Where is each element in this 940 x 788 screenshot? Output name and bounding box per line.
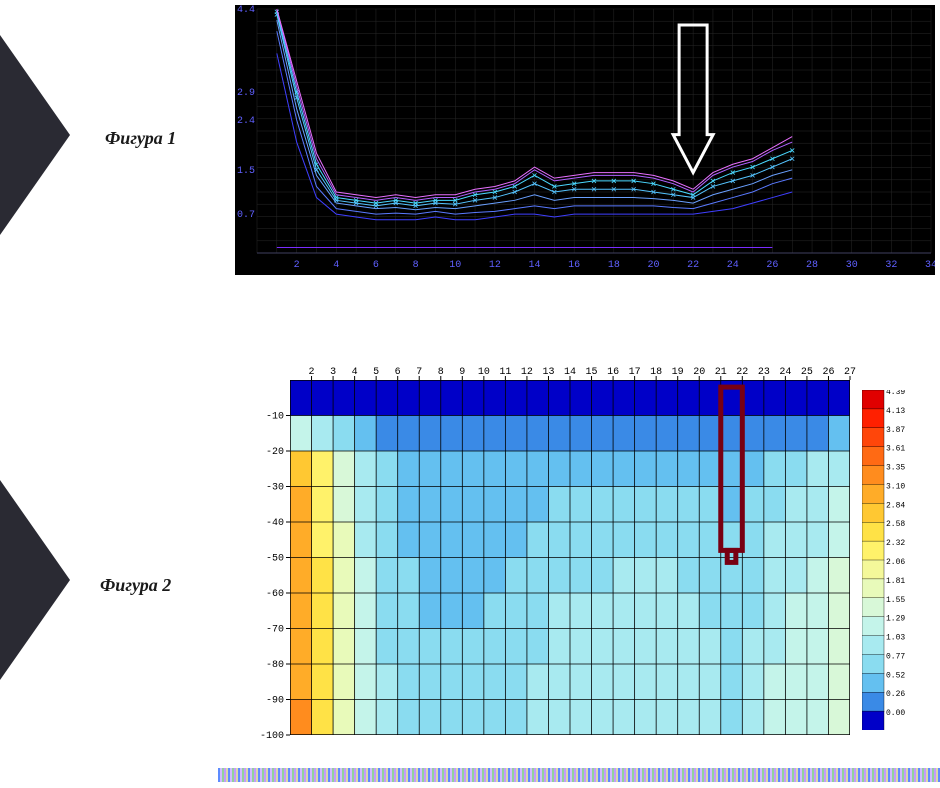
svg-text:4: 4	[333, 260, 339, 271]
svg-text:8: 8	[438, 367, 444, 378]
svg-text:0.7: 0.7	[237, 210, 255, 221]
pointer-shape-2	[0, 480, 70, 680]
figure1-chart: 2468101214161820222426283032340.71.52.42…	[235, 5, 935, 275]
svg-text:12: 12	[521, 367, 533, 378]
svg-text:2.84: 2.84	[886, 501, 905, 510]
svg-text:3.87: 3.87	[886, 426, 905, 435]
svg-text:-20: -20	[266, 447, 284, 458]
svg-text:-80: -80	[266, 660, 284, 671]
svg-text:3.35: 3.35	[886, 464, 905, 473]
svg-text:16: 16	[607, 367, 619, 378]
svg-text:25: 25	[801, 367, 813, 378]
svg-text:15: 15	[586, 367, 598, 378]
figure2-chart: 2345678910111213141516171819202122232425…	[250, 360, 910, 755]
svg-text:1.03: 1.03	[886, 634, 905, 643]
svg-text:1.55: 1.55	[886, 596, 905, 605]
svg-text:4: 4	[352, 367, 358, 378]
svg-text:7: 7	[416, 367, 422, 378]
svg-text:2.9: 2.9	[237, 88, 255, 99]
figure1-label: Фигура 1	[105, 128, 176, 149]
svg-text:17: 17	[629, 367, 641, 378]
svg-text:3: 3	[330, 367, 336, 378]
svg-text:9: 9	[459, 367, 465, 378]
svg-text:14: 14	[529, 260, 541, 271]
svg-text:10: 10	[478, 367, 490, 378]
svg-text:-100: -100	[260, 731, 284, 742]
noise-bar-decoration	[218, 768, 940, 782]
svg-text:5: 5	[373, 367, 379, 378]
svg-text:10: 10	[449, 260, 461, 271]
svg-text:11: 11	[499, 367, 511, 378]
svg-text:4.39: 4.39	[886, 390, 905, 397]
svg-text:26: 26	[766, 260, 778, 271]
svg-text:-60: -60	[266, 589, 284, 600]
svg-text:1.29: 1.29	[886, 615, 905, 624]
svg-text:6: 6	[395, 367, 401, 378]
svg-text:0.52: 0.52	[886, 671, 905, 680]
svg-text:19: 19	[672, 367, 684, 378]
svg-text:18: 18	[650, 367, 662, 378]
pointer-shape-1	[0, 35, 70, 235]
svg-text:28: 28	[806, 260, 818, 271]
svg-text:2.06: 2.06	[886, 558, 905, 567]
svg-text:2.4: 2.4	[237, 116, 255, 127]
svg-text:6: 6	[373, 260, 379, 271]
svg-text:14: 14	[564, 367, 576, 378]
svg-text:-90: -90	[266, 696, 284, 707]
svg-text:23: 23	[758, 367, 770, 378]
svg-text:20: 20	[647, 260, 659, 271]
figure2-label: Фигура 2	[100, 575, 171, 596]
svg-text:8: 8	[413, 260, 419, 271]
svg-text:-70: -70	[266, 625, 284, 636]
svg-text:16: 16	[568, 260, 580, 271]
svg-text:20: 20	[693, 367, 705, 378]
svg-text:2.32: 2.32	[886, 539, 905, 548]
svg-text:-40: -40	[266, 518, 284, 529]
svg-text:24: 24	[727, 260, 739, 271]
page-root: Фигура 1 Фигура 2 2468101214161820222426…	[0, 0, 940, 788]
svg-text:32: 32	[885, 260, 897, 271]
svg-text:2.58: 2.58	[886, 520, 905, 529]
svg-text:24: 24	[779, 367, 791, 378]
svg-text:0.77: 0.77	[886, 652, 905, 661]
svg-text:13: 13	[542, 367, 554, 378]
svg-text:2: 2	[309, 367, 315, 378]
svg-text:22: 22	[687, 260, 699, 271]
svg-text:-10: -10	[266, 412, 284, 423]
svg-text:30: 30	[846, 260, 858, 271]
svg-text:-50: -50	[266, 554, 284, 565]
svg-text:21: 21	[715, 367, 727, 378]
svg-text:18: 18	[608, 260, 620, 271]
figure2-plot	[290, 380, 850, 735]
svg-text:-30: -30	[266, 483, 284, 494]
svg-text:0.00: 0.00	[886, 709, 905, 718]
svg-text:22: 22	[736, 367, 748, 378]
svg-text:26: 26	[822, 367, 834, 378]
svg-text:1.5: 1.5	[237, 166, 255, 177]
svg-text:0.26: 0.26	[886, 690, 905, 699]
svg-text:12: 12	[489, 260, 501, 271]
svg-text:3.10: 3.10	[886, 482, 905, 491]
svg-text:4.4: 4.4	[237, 5, 255, 16]
figure1-svg: 2468101214161820222426283032340.71.52.42…	[235, 5, 935, 275]
svg-text:34: 34	[925, 260, 935, 271]
svg-text:1.81: 1.81	[886, 577, 905, 586]
svg-text:27: 27	[844, 367, 856, 378]
svg-text:3.61: 3.61	[886, 445, 905, 454]
figure2-legend: 4.39 4.13 3.87 3.61 3.35 3.10 2.84 2.58 2.32 2.06…	[862, 390, 906, 730]
svg-text:4.13: 4.13	[886, 407, 905, 416]
svg-text:2: 2	[294, 260, 300, 271]
